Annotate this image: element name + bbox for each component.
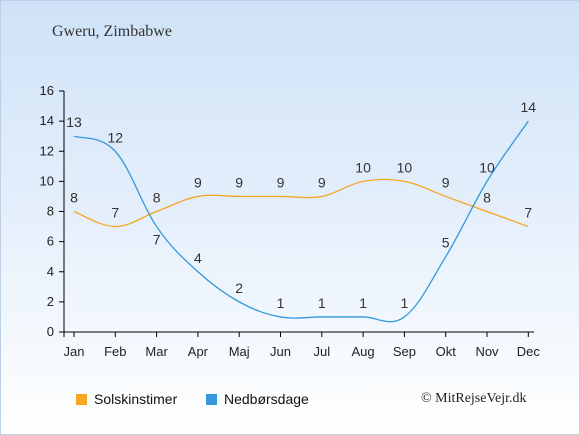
x-tick-label: Jun	[270, 344, 291, 359]
sun-data-label: 9	[318, 174, 326, 190]
sun-data-label: 10	[355, 159, 371, 175]
x-tick-label: Aug	[352, 344, 375, 359]
legend-label-sun: Solskinstimer	[94, 391, 178, 407]
rain-data-label: 12	[108, 129, 124, 145]
sun-data-label: 10	[397, 159, 413, 175]
sun-data-label: 8	[483, 190, 491, 206]
y-tick-label: 6	[47, 234, 54, 249]
rain-data-label: 2	[235, 280, 243, 296]
x-tick-label: Feb	[104, 344, 126, 359]
rain-data-label: 1	[277, 295, 285, 311]
y-tick-label: 8	[47, 204, 54, 219]
sun-data-label: 9	[277, 174, 285, 190]
rain-data-label: 5	[442, 235, 450, 251]
rain-swatch	[206, 393, 217, 405]
sun-data-label: 7	[524, 205, 532, 221]
y-tick-label: 4	[47, 264, 54, 279]
sun-swatch	[76, 393, 87, 405]
rain-data-label: 14	[521, 99, 537, 115]
sun-data-label: 9	[194, 174, 202, 190]
x-tick-label: Okt	[436, 344, 457, 359]
sun-data-label: 8	[70, 190, 78, 206]
legend-item-rain: Nedbørsdage	[206, 391, 309, 407]
x-tick-label: Jul	[313, 344, 330, 359]
rain-data-label: 4	[194, 250, 202, 266]
rain-data-label: 1	[318, 295, 326, 311]
y-tick-label: 14	[40, 113, 54, 128]
x-tick-label: Sep	[393, 344, 416, 359]
y-tick-label: 16	[40, 83, 54, 98]
credit-text: © MitRejseVejr.dk	[421, 391, 527, 406]
sun-data-label: 8	[153, 190, 161, 206]
legend-label-rain: Nedbørsdage	[224, 391, 309, 407]
y-tick-label: 10	[40, 173, 54, 188]
rain-data-label: 13	[66, 114, 82, 130]
sun-series-line	[73, 178, 529, 228]
y-tick-label: 12	[40, 143, 54, 158]
location-title: Gweru, Zimbabwe	[52, 23, 172, 40]
y-tick-label: 0	[47, 324, 54, 339]
rain-data-label: 1	[401, 295, 409, 311]
x-tick-label: Jan	[64, 344, 85, 359]
y-tick-label: 2	[47, 294, 54, 309]
x-tick-label: Apr	[188, 344, 209, 359]
rain-series-line	[73, 120, 529, 323]
x-tick-label: Dec	[517, 344, 541, 359]
rain-data-label: 1	[359, 295, 367, 311]
x-tick-label: Nov	[475, 344, 499, 359]
legend-item-sun: Solskinstimer	[76, 391, 177, 407]
x-tick-label: Maj	[229, 344, 250, 359]
x-tick-label: Mar	[145, 344, 168, 359]
sun-data-label: 9	[442, 174, 450, 190]
sun-data-label: 7	[111, 205, 119, 221]
rain-data-label: 10	[479, 159, 495, 175]
sun-data-label: 9	[235, 174, 243, 190]
rain-data-label: 7	[153, 232, 161, 248]
